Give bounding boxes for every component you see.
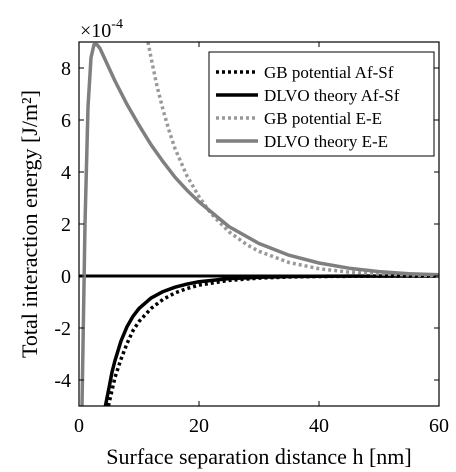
x-tick-label: 40	[309, 415, 329, 437]
y-multiplier: ×10-4	[80, 17, 123, 42]
y-tick-label: 6	[61, 110, 71, 132]
series-line-4	[80, 42, 439, 406]
y-tick-label: 8	[61, 58, 71, 80]
x-ticks: 0 20 40 60	[74, 42, 449, 437]
y-tick-label: 4	[61, 162, 71, 184]
legend-label-2: DLVO theory Af-Sf	[264, 86, 400, 105]
legend-label-1: GB potential Af-Sf	[264, 63, 394, 82]
y-multiplier-exponent: -4	[111, 17, 123, 32]
y-tick-label: 0	[61, 266, 71, 288]
x-tick-label: 20	[189, 415, 209, 437]
x-tick-label: 0	[74, 415, 84, 437]
legend-label-4: DLVO theory E-E	[264, 132, 388, 151]
y-axis-label: Total interaction energy [J/m²]	[17, 90, 42, 358]
series-layer	[80, 42, 439, 406]
x-tick-label: 60	[429, 415, 449, 437]
legend: GB potential Af-Sf DLVO theory Af-Sf GB po…	[208, 51, 435, 157]
legend-box	[208, 51, 435, 157]
y-multiplier-base: ×10	[80, 20, 111, 42]
series-line-3	[146, 42, 439, 278]
series-line-2	[103, 274, 439, 406]
y-ticks: -4 -2 0 2 4 6 8	[54, 58, 439, 392]
x-axis-label: Surface separation distance h [nm]	[106, 444, 411, 469]
y-tick-label: 2	[61, 214, 71, 236]
legend-label-3: GB potential E-E	[264, 109, 382, 128]
y-tick-label: -4	[54, 370, 71, 392]
y-tick-label: -2	[54, 318, 71, 340]
